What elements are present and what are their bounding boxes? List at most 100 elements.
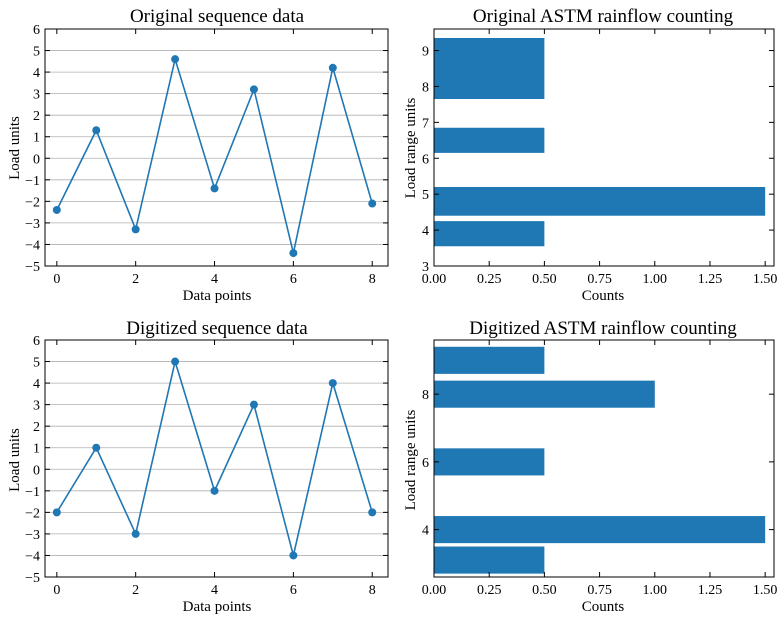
data-point <box>328 63 337 72</box>
bar <box>434 546 545 574</box>
x-tick-label: 8 <box>369 583 376 598</box>
y-tick-label: 7 <box>422 116 429 131</box>
data-point <box>131 529 140 538</box>
y-axis-label: Load range units <box>403 97 419 198</box>
y-tick-label: −2 <box>25 506 40 521</box>
data-point <box>210 486 219 495</box>
x-tick-label: 0.25 <box>477 272 502 287</box>
x-tick-label: 0 <box>53 583 60 598</box>
x-tick-label: 6 <box>290 272 297 287</box>
x-tick-label: 0.50 <box>532 583 557 598</box>
y-tick-label: 4 <box>422 524 429 539</box>
chart-title: Original sequence data <box>130 6 305 27</box>
axes-frame <box>433 339 775 578</box>
x-tick-label: 4 <box>211 272 218 287</box>
data-point <box>210 184 219 193</box>
plot-area <box>45 339 388 578</box>
y-tick-label: 8 <box>422 388 429 403</box>
x-tick-label: 1.00 <box>643 272 668 287</box>
y-tick-label: −1 <box>25 485 40 500</box>
x-axis-label: Counts <box>582 288 625 304</box>
x-tick-label: 2 <box>132 272 139 287</box>
y-tick-label: 6 <box>33 334 40 349</box>
series-line <box>56 358 373 556</box>
x-tick-label: 0.75 <box>587 583 612 598</box>
x-tick-label: 1.25 <box>698 272 723 287</box>
x-tick-label: 4 <box>211 583 218 598</box>
y-tick-label: 5 <box>422 188 429 203</box>
data-point <box>52 508 61 517</box>
x-axis-label: Data points <box>183 599 252 615</box>
y-tick-label: 5 <box>33 45 40 60</box>
x-tick-label: 6 <box>290 583 297 598</box>
chart-title: Original ASTM rainflow counting <box>473 6 734 27</box>
bar <box>434 37 545 100</box>
y-axis-label: Load range units <box>403 409 419 510</box>
panel-digitized-sequence: Digitized sequence data Data points Load… <box>7 318 389 615</box>
y-tick-label: 1 <box>33 442 40 457</box>
data-point <box>289 551 298 560</box>
data-point <box>328 379 337 388</box>
chart-title: Digitized ASTM rainflow counting <box>469 318 737 339</box>
data-point <box>92 443 101 452</box>
y-axis-label: Load units <box>7 428 23 492</box>
y-tick-label: 0 <box>33 152 40 167</box>
y-tick-label: 5 <box>33 356 40 371</box>
axes-frame <box>44 28 389 267</box>
bar <box>434 380 655 408</box>
y-tick-label: 6 <box>33 23 40 38</box>
y-tick-label: −5 <box>25 260 40 275</box>
x-tick-label: 1.50 <box>753 583 778 598</box>
x-tick-label: 1.25 <box>698 583 723 598</box>
x-tick-label: 0.25 <box>477 583 502 598</box>
y-tick-label: −5 <box>25 571 40 586</box>
y-tick-label: 4 <box>33 377 40 392</box>
axes-frame <box>44 339 389 578</box>
x-tick-label: 0.00 <box>422 272 447 287</box>
data-point <box>249 85 258 94</box>
data-point <box>368 199 377 208</box>
data-point <box>289 249 298 258</box>
y-tick-label: 6 <box>422 152 429 167</box>
y-tick-label: −4 <box>25 238 40 253</box>
x-tick-label: 0.50 <box>532 272 557 287</box>
data-point <box>52 205 61 214</box>
y-tick-label: 8 <box>422 80 429 95</box>
plot-area <box>434 346 766 574</box>
x-tick-label: 2 <box>132 583 139 598</box>
x-tick-label: 1.00 <box>643 583 668 598</box>
panel-original-rainflow: Original ASTM rainflow counting Counts L… <box>403 6 777 304</box>
y-tick-label: 3 <box>33 88 40 103</box>
y-tick-label: 3 <box>33 399 40 414</box>
bar <box>434 516 766 544</box>
y-axis-label: Load units <box>7 116 23 180</box>
bar <box>434 127 545 153</box>
y-tick-label: −1 <box>25 174 40 189</box>
bar <box>434 187 766 216</box>
x-tick-label: 0 <box>53 272 60 287</box>
x-tick-label: 0.00 <box>422 583 447 598</box>
x-axis-label: Counts <box>582 599 625 615</box>
chart-title: Digitized sequence data <box>126 318 308 339</box>
data-point <box>171 357 180 366</box>
panel-digitized-rainflow: Digitized ASTM rainflow counting Counts … <box>403 318 777 615</box>
y-tick-label: −3 <box>25 217 40 232</box>
y-tick-label: 6 <box>422 456 429 471</box>
y-tick-label: 2 <box>33 109 40 124</box>
y-tick-label: 4 <box>33 66 40 81</box>
data-point <box>131 225 140 234</box>
bar <box>434 221 545 247</box>
plot-area <box>45 28 388 267</box>
plot-area <box>434 37 766 247</box>
y-tick-label: 3 <box>422 260 429 275</box>
series-line <box>56 56 373 254</box>
bar <box>434 346 545 374</box>
panel-original-sequence: Original sequence data Data points Load … <box>7 6 389 304</box>
x-axis-label: Data points <box>183 288 252 304</box>
y-tick-label: −2 <box>25 195 40 210</box>
y-tick-label: 1 <box>33 131 40 146</box>
data-point <box>368 508 377 517</box>
y-tick-label: −4 <box>25 549 40 564</box>
y-tick-label: 0 <box>33 463 40 478</box>
